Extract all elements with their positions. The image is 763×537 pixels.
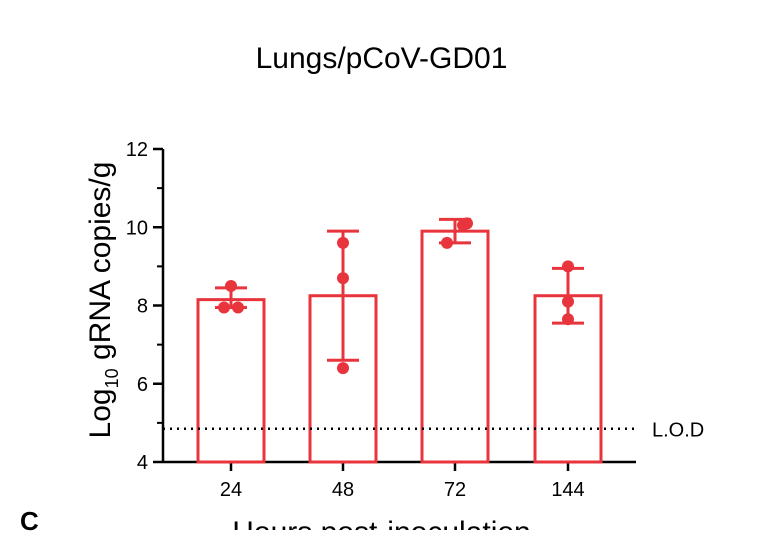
panel-letter: C <box>20 506 39 536</box>
data-point-48 <box>337 236 349 249</box>
x-tick-label: 48 <box>332 479 354 501</box>
y-tick-label: 4 <box>137 452 148 474</box>
error-bars <box>215 217 584 362</box>
y-tick-label: 6 <box>137 374 148 396</box>
y-tick-label: 12 <box>126 139 148 161</box>
y-tick-label: 10 <box>126 217 148 239</box>
data-point-144 <box>562 313 574 326</box>
data-point-24 <box>225 279 237 292</box>
data-point-24 <box>218 301 230 314</box>
bar-72 <box>420 229 490 464</box>
lod-line: L.O.D <box>163 420 704 442</box>
chart-title: Lungs/pCoV-GD01 <box>255 42 508 75</box>
x-axis-label: Hours post-inoculation <box>0 516 763 530</box>
y-axis-label-rest: gRNA copies/g <box>84 162 117 369</box>
x-tick-label: 72 <box>444 479 466 501</box>
data-point-48 <box>337 362 349 375</box>
data-point-144 <box>562 295 574 308</box>
data-point-72 <box>441 236 453 249</box>
y-axis-label-main: Log <box>84 388 117 438</box>
data-point-144 <box>562 260 574 273</box>
bars <box>196 229 603 464</box>
y-tick-label: 8 <box>137 296 148 318</box>
data-points <box>218 217 574 375</box>
bar-24 <box>196 298 266 464</box>
y-axis-label: Log10 gRNA copies/g <box>84 162 122 439</box>
y-axis-label-sub: 10 <box>102 368 122 388</box>
data-point-72 <box>461 217 473 230</box>
data-point-48 <box>337 272 349 285</box>
lod-label: L.O.D <box>652 420 704 442</box>
x-tick-label: 24 <box>220 479 242 501</box>
x-tick-label: 144 <box>551 479 584 501</box>
data-point-24 <box>232 301 244 314</box>
x-axis-label-clip: Hours post-inoculation <box>0 514 763 530</box>
axes: 4 6 8 10 12 24 48 72 144 <box>126 139 636 501</box>
